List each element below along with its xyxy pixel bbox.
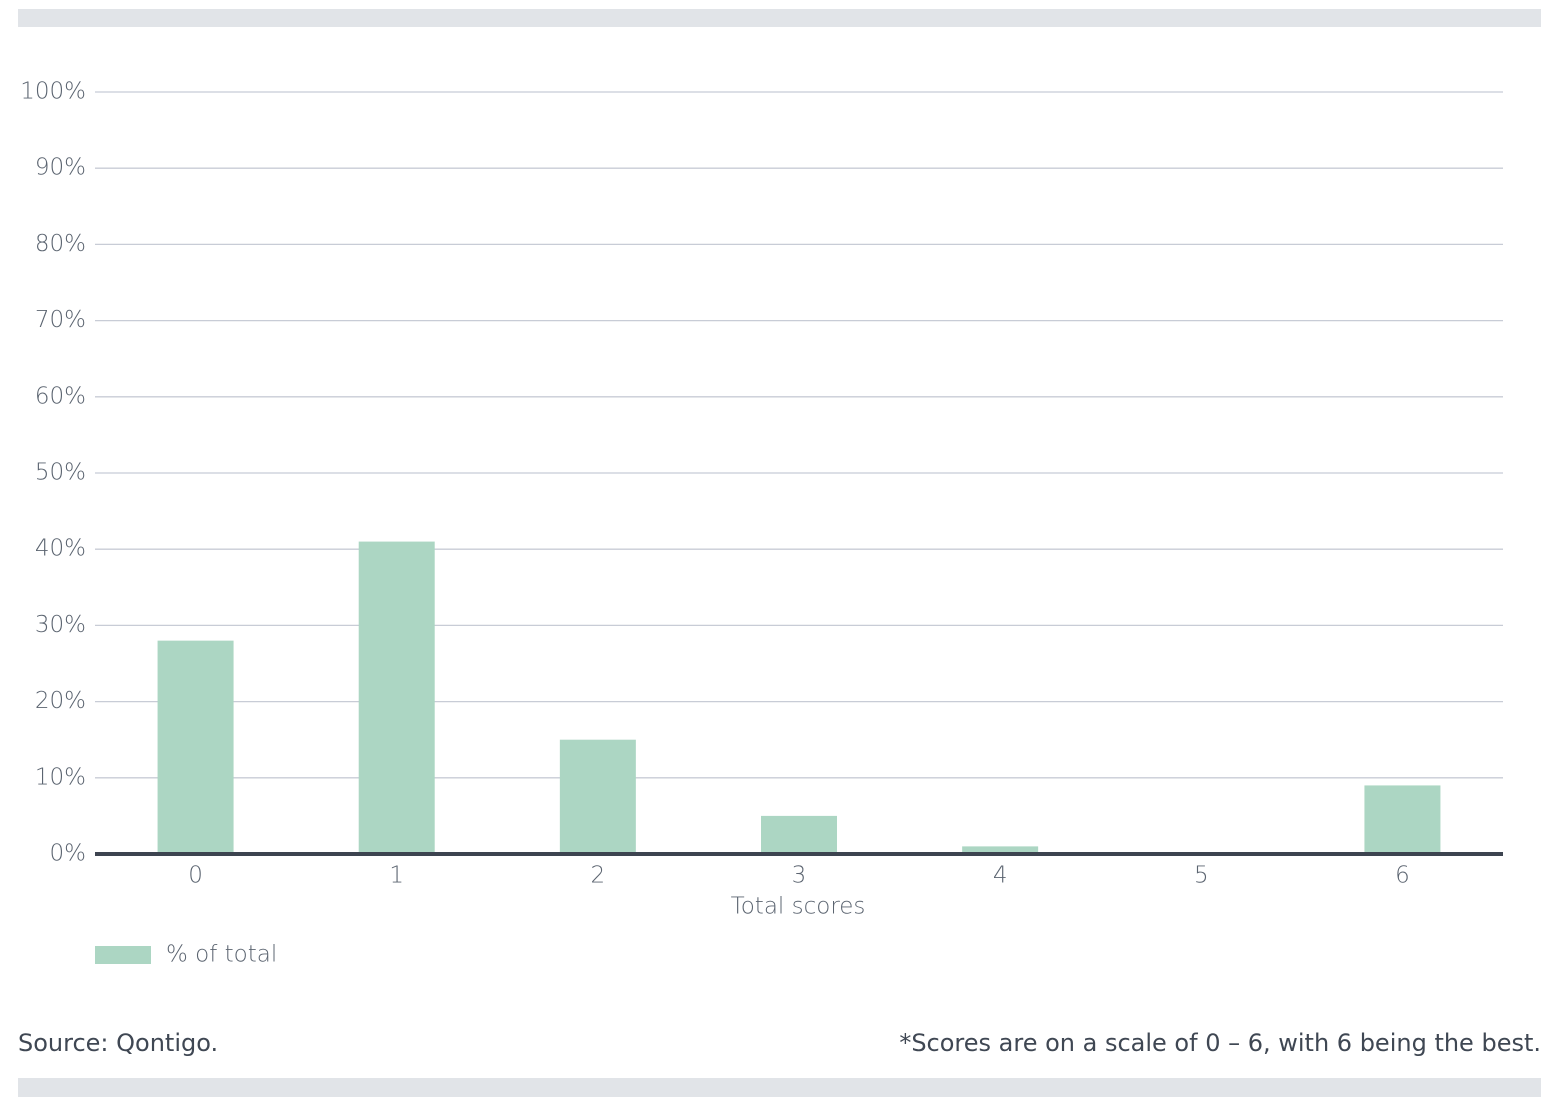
bar xyxy=(358,541,435,854)
x-tick-label: 2 xyxy=(591,863,606,889)
y-tick-label: 80% xyxy=(35,231,86,257)
bar xyxy=(157,640,234,854)
source: Source: Qontigo. xyxy=(18,1029,218,1057)
top-band xyxy=(18,9,1541,27)
note: *Scores are on a scale of 0 – 6, with 6 … xyxy=(899,1029,1541,1057)
x-tick-label: 4 xyxy=(993,863,1008,889)
y-tick-label: 40% xyxy=(35,536,86,562)
y-tick-label: 100% xyxy=(20,79,86,105)
x-tick-label: 6 xyxy=(1395,863,1410,889)
bar xyxy=(1364,785,1441,854)
y-tick-label: 70% xyxy=(35,307,86,333)
bar xyxy=(559,739,636,854)
y-tick-label: 90% xyxy=(35,155,86,181)
x-tick-label: 0 xyxy=(188,863,203,889)
y-tick-label: 30% xyxy=(35,612,86,638)
bar xyxy=(962,846,1039,854)
x-axis-title: Total scores xyxy=(731,894,866,920)
legend-swatch xyxy=(95,946,151,964)
x-tick-label: 3 xyxy=(792,863,807,889)
y-tick-label: 0% xyxy=(50,841,87,867)
y-tick-label: 20% xyxy=(35,688,86,714)
x-tick-label: 1 xyxy=(389,863,404,889)
y-tick-label: 50% xyxy=(35,460,86,486)
y-tick-label: 60% xyxy=(35,383,86,409)
bottom-band xyxy=(18,1078,1541,1097)
legend-label: % of total xyxy=(166,942,277,968)
x-tick-label: 5 xyxy=(1194,863,1209,889)
y-tick-label: 10% xyxy=(35,764,86,790)
bar xyxy=(761,815,837,854)
